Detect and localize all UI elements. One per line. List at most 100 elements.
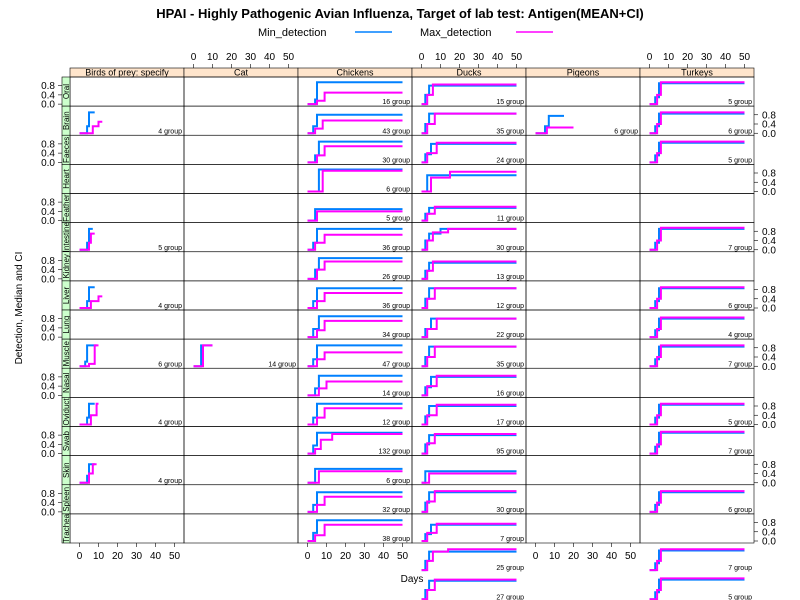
- y-tick-label: 0.4: [41, 382, 55, 393]
- series-max-line: [79, 344, 99, 368]
- y-tick-label: 0.4: [41, 498, 55, 509]
- x-tick-label: 0: [191, 52, 197, 63]
- panel-cell: [183, 426, 299, 456]
- series-max-line: [649, 548, 745, 572]
- group-count-label: 14 group: [382, 390, 410, 397]
- panel-cell: [183, 222, 299, 253]
- y-tick-label: 0.4: [762, 527, 776, 538]
- panel-cell: [183, 251, 299, 282]
- y-tick-label: 0.8: [41, 489, 55, 500]
- strip-label-5: Turkeys: [681, 68, 713, 78]
- series-max-line: [307, 523, 403, 542]
- y-tick-label: 0.4: [41, 90, 55, 101]
- series-max-line: [421, 345, 517, 368]
- x-tick-label: 50: [511, 52, 523, 63]
- panel-cell: [69, 513, 185, 544]
- series-max-line: [649, 226, 745, 251]
- y-tick-label: 0.4: [41, 265, 55, 276]
- group-count-label: 4 group: [158, 128, 182, 135]
- group-count-label: 17 group: [496, 420, 524, 427]
- x-tick-label: 50: [397, 551, 409, 562]
- y-tick-label: 0.0: [41, 391, 55, 402]
- group-count-label: 47 group: [382, 361, 410, 368]
- series-max-line: [649, 140, 745, 164]
- group-count-label: 95 group: [496, 449, 524, 456]
- series-max-line: [307, 292, 403, 309]
- group-count-label: 5 group: [728, 157, 752, 164]
- series-max-line: [421, 260, 517, 280]
- y-tick-label: 0.8: [41, 139, 55, 150]
- y-tick-label: 0.8: [762, 285, 776, 296]
- x-tick-label: 30: [473, 52, 485, 63]
- series-max-line: [421, 83, 517, 106]
- y-tick-label: 0.0: [41, 507, 55, 518]
- group-count-label: 35 group: [496, 128, 524, 135]
- y-tick-label: 0.4: [41, 207, 55, 218]
- x-tick-label: 10: [93, 551, 105, 562]
- y-tick-label: 0.0: [762, 187, 776, 198]
- row-label-11: Oviduct: [62, 398, 71, 426]
- series-max-line: [79, 232, 95, 251]
- legend: Min_detection Max_detection: [258, 27, 553, 39]
- series-max-line: [307, 91, 403, 106]
- y-tick-label: 0.0: [762, 129, 776, 140]
- x-tick-label: 30: [587, 551, 599, 562]
- x-tick-label: 50: [169, 551, 181, 562]
- panel-cell: [525, 251, 641, 282]
- y-tick-label: 0.8: [762, 402, 776, 413]
- x-tick-label: 10: [321, 551, 333, 562]
- chart-title: HPAI - Highly Pathogenic Avian Influenza…: [156, 6, 643, 21]
- panel-cell: [525, 426, 641, 456]
- row-label-14: Spleen: [62, 487, 71, 512]
- series-max-line: [649, 402, 745, 426]
- row-label-13: Skin: [62, 462, 71, 478]
- series-max-line: [307, 470, 403, 484]
- y-tick-label: 0.0: [762, 304, 776, 315]
- x-tick-label: 40: [150, 551, 162, 562]
- row-label-15: Trachea: [62, 513, 71, 543]
- series-max-line: [79, 402, 99, 426]
- panel-cell: [183, 367, 299, 398]
- legend-label-max: Max_detection: [420, 27, 492, 39]
- group-count-label: 5 group: [158, 245, 182, 252]
- panel-cell: [639, 367, 755, 398]
- strip-label-1: Cat: [234, 68, 249, 78]
- series-max-line: [307, 260, 403, 280]
- series-max-line: [649, 111, 745, 135]
- series-max-line: [649, 81, 745, 106]
- series-max-line: [421, 403, 517, 426]
- series-max-line: [421, 433, 517, 455]
- panel-cell: [69, 484, 185, 515]
- y-tick-label: 0.8: [41, 372, 55, 383]
- y-tick-label: 0.8: [41, 431, 55, 442]
- y-tick-label: 0.8: [41, 256, 55, 267]
- group-count-label: 16 group: [382, 99, 410, 106]
- y-tick-label: 0.4: [762, 469, 776, 480]
- panel-cell: [69, 193, 185, 223]
- series-max-line: [307, 169, 403, 193]
- x-tick-label: 50: [739, 52, 751, 63]
- x-tick-label: 20: [454, 52, 466, 63]
- y-tick-label: 0.8: [762, 343, 776, 354]
- group-count-label: 12 group: [496, 303, 524, 310]
- row-strip-15: [61, 513, 71, 544]
- group-count-label: 36 group: [382, 303, 410, 310]
- group-count-label: 6 group: [386, 478, 410, 485]
- y-tick-label: 0.8: [762, 460, 776, 471]
- strip-label-2: Chickens: [336, 68, 374, 78]
- panel-cell: [69, 426, 185, 456]
- series-min-line: [79, 286, 95, 309]
- panel-cell: [69, 367, 185, 398]
- group-count-label: 4 group: [158, 478, 182, 485]
- group-count-label: 11 group: [497, 216, 524, 223]
- series-max-line: [421, 227, 517, 251]
- y-axis-label: Detection, Median and CI: [14, 252, 25, 365]
- series-max-line: [421, 472, 517, 484]
- panel-cell: [639, 455, 755, 486]
- y-tick-label: 0.0: [762, 420, 776, 431]
- panel-cell: [525, 338, 641, 369]
- y-tick-label: 0.0: [41, 274, 55, 285]
- group-count-label: 7 group: [728, 449, 752, 456]
- series-max-line: [307, 351, 403, 368]
- series-max-line: [649, 430, 745, 455]
